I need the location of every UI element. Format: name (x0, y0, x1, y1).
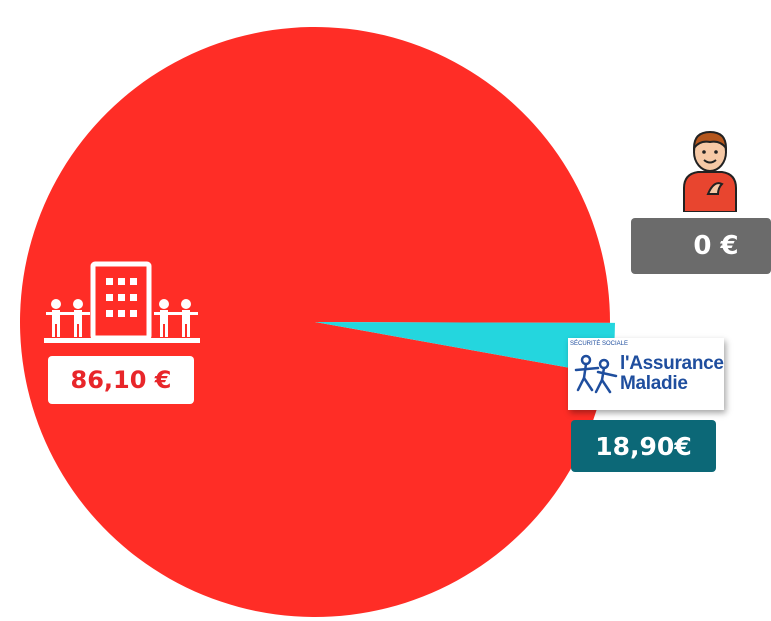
logo-name-line1: l'Assurance (620, 353, 724, 374)
patient-value-label: 0 € (631, 218, 771, 274)
hospital-value-label: 86,10 € (48, 356, 194, 404)
hospital-building-icon (44, 261, 200, 343)
pie-slice-hospital (20, 27, 611, 618)
logo-name-line2: Maladie (620, 373, 688, 394)
pie-slices (20, 27, 615, 618)
logo-figures-icon (574, 354, 618, 394)
logo-tagline: SÉCURITÉ SOCIALE (570, 341, 629, 347)
assurance-maladie-logo: SÉCURITÉ SOCIALE l'Assurance Maladie (568, 338, 724, 410)
patient-icon (683, 130, 737, 212)
assurance-maladie-value-label: 18,90€ (571, 420, 716, 472)
pie-slice-assurance-maladie (315, 322, 615, 376)
